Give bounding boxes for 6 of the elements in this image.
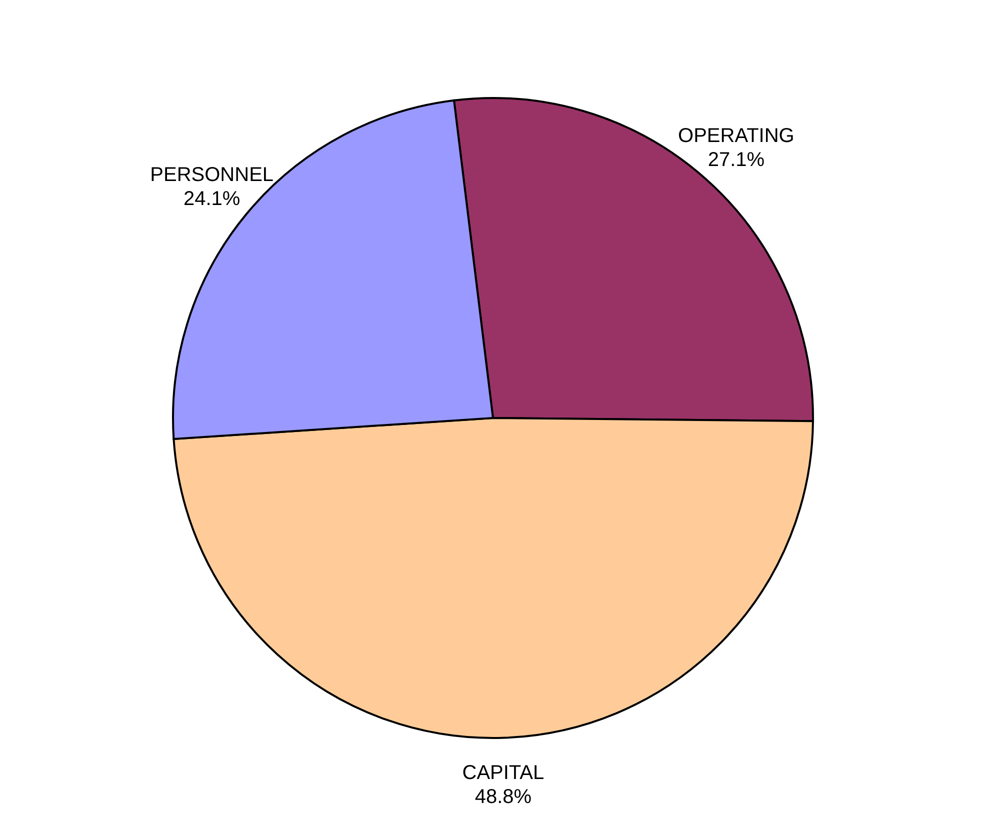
data-label: 24.1%	[183, 188, 240, 210]
slice-label: PERSONNEL	[150, 164, 274, 186]
slice-label: OPERATING	[678, 124, 794, 147]
data-label: 27.1%	[708, 148, 765, 171]
data-label: 48.8%	[474, 786, 532, 808]
slice-label: CAPITAL	[462, 762, 544, 784]
